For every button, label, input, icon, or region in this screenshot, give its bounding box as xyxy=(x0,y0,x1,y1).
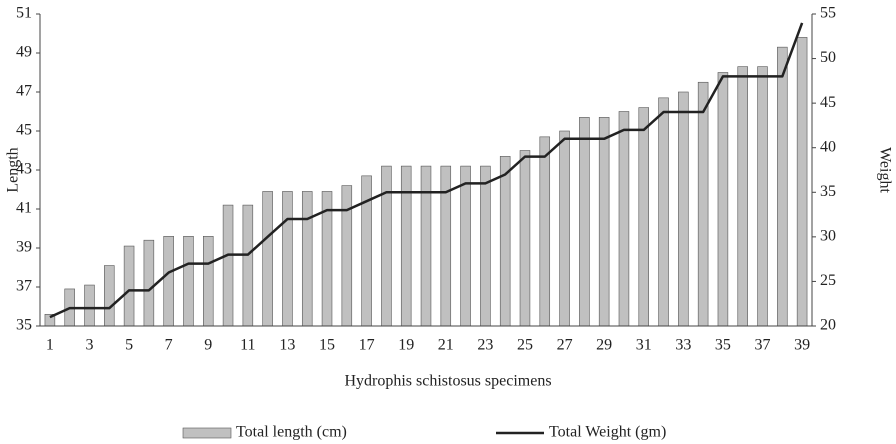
bar xyxy=(301,191,313,327)
x-tick-label: 19 xyxy=(398,337,414,354)
bar xyxy=(757,66,768,327)
bar xyxy=(697,81,709,327)
bar xyxy=(222,204,234,327)
y-axis-title: Length xyxy=(5,147,22,192)
y-tick-label: 35 xyxy=(16,317,32,334)
y2-tick-label: 50 xyxy=(820,49,836,66)
bar xyxy=(183,236,194,327)
bar xyxy=(717,72,729,327)
bar xyxy=(499,156,511,327)
x-tick-label: 27 xyxy=(557,337,573,354)
bar xyxy=(598,117,610,327)
x-tick-label: 11 xyxy=(240,337,255,354)
y-tick-label: 49 xyxy=(16,44,32,61)
bar xyxy=(143,239,155,327)
bar xyxy=(341,185,353,327)
bar xyxy=(796,37,808,327)
bar xyxy=(163,236,174,327)
line xyxy=(49,22,804,319)
x-tick-label: 33 xyxy=(675,337,691,354)
y-tick-label: 51 xyxy=(16,5,32,22)
y-tick-label: 37 xyxy=(16,278,32,295)
y2-tick-label: 45 xyxy=(820,94,836,111)
bar xyxy=(777,46,788,327)
x-tick-label: 25 xyxy=(517,337,533,354)
y2-tick-label: 55 xyxy=(820,5,836,22)
bar xyxy=(618,111,630,327)
x-tick-label: 31 xyxy=(636,337,652,354)
x-tick-label: 15 xyxy=(319,337,335,354)
x-tick-label: 13 xyxy=(279,337,295,354)
y2-tick-label: 25 xyxy=(820,272,836,289)
bar xyxy=(559,130,570,327)
x-tick-label: 7 xyxy=(165,337,173,354)
legend-swatch xyxy=(182,427,232,439)
bar xyxy=(262,191,273,327)
bar xyxy=(381,165,392,327)
x-tick-label: 5 xyxy=(125,337,133,354)
y2-axis-title: Weight xyxy=(876,147,893,193)
x-tick-label: 29 xyxy=(596,337,612,354)
y-tick-label: 43 xyxy=(16,161,32,178)
y2-tick-label: 35 xyxy=(820,183,836,200)
bar xyxy=(658,97,669,327)
bar xyxy=(123,245,135,327)
x-tick-label: 17 xyxy=(359,337,375,354)
x-tick-label: 3 xyxy=(85,337,93,354)
bar xyxy=(203,236,214,327)
bar xyxy=(480,165,491,327)
x-tick-label: 39 xyxy=(794,337,810,354)
x-tick-label: 9 xyxy=(204,337,212,354)
legend-label: Total length (cm) xyxy=(236,424,347,441)
bar xyxy=(638,107,649,327)
x-tick-label: 1 xyxy=(46,337,54,354)
y2-tick-label: 30 xyxy=(820,228,836,245)
y-tick-label: 45 xyxy=(16,122,32,139)
legend-label: Total Weight (gm) xyxy=(549,424,666,441)
bar xyxy=(420,165,432,327)
bar xyxy=(678,91,689,327)
y-tick-label: 39 xyxy=(16,239,32,256)
x-tick-label: 23 xyxy=(477,337,493,354)
y2-tick-label: 20 xyxy=(820,317,836,334)
bar xyxy=(242,204,254,327)
x-axis-title: Hydrophis schistosus specimens xyxy=(344,373,551,390)
bar xyxy=(282,191,293,327)
bar xyxy=(539,136,551,327)
x-tick-label: 21 xyxy=(438,337,454,354)
y2-tick-label: 40 xyxy=(820,138,836,155)
bar xyxy=(519,150,531,327)
x-tick-label: 37 xyxy=(755,337,771,354)
bar xyxy=(400,165,412,327)
x-tick-label: 35 xyxy=(715,337,731,354)
bar xyxy=(460,165,471,327)
bar xyxy=(579,117,590,327)
bar xyxy=(84,284,95,327)
bar xyxy=(737,66,748,327)
y-tick-label: 47 xyxy=(16,83,32,100)
y-tick-label: 41 xyxy=(16,200,32,217)
bar xyxy=(104,265,115,327)
